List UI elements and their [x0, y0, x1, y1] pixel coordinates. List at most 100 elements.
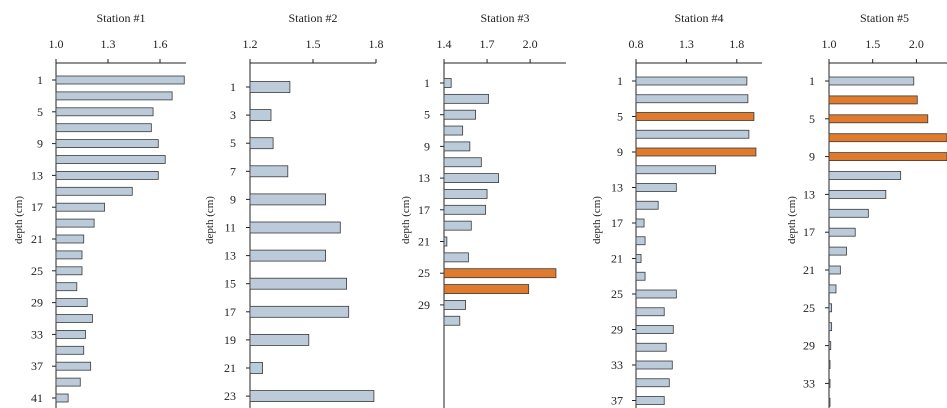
station-1-bar	[55, 202, 105, 212]
station-1-bar	[55, 393, 69, 403]
station-4-bar	[635, 289, 677, 299]
station-2-x-tick-label: 1.8	[369, 37, 384, 51]
station-4-bar	[635, 76, 748, 86]
station-2-depth-tick-label: 21	[224, 361, 236, 375]
station-4-x-tick-label: 1.3	[679, 37, 694, 51]
station-3-bar	[443, 78, 452, 88]
station-3-depth-tick-label: 1	[424, 76, 430, 90]
station-2-y-axis-label: depth (cm)	[204, 196, 216, 244]
station-4-x-tick-label: 0.8	[629, 37, 644, 51]
station-1-bar	[55, 218, 95, 228]
station-1-bar	[55, 139, 159, 149]
station-1-bar	[55, 123, 152, 133]
station-5-bar	[828, 189, 887, 199]
station-3-bar	[443, 236, 448, 247]
station-1-bar	[55, 155, 166, 164]
station-5-bar	[828, 114, 929, 124]
station-4-depth-tick-label: 33	[611, 358, 623, 372]
station-1-bar	[55, 314, 93, 323]
station-4-bar	[635, 129, 750, 139]
station-2-x-tick-label: 1.5	[306, 37, 321, 51]
station-1-x-tick-label: 1.6	[153, 37, 168, 51]
station-1-depth-tick-label: 9	[37, 137, 43, 151]
station-2-depth-tick-label: 15	[224, 277, 236, 291]
station-3-depth-tick-label: 5	[424, 108, 430, 122]
station-1-bar	[55, 298, 88, 308]
station-1-depth-tick-label: 5	[37, 105, 43, 119]
station-5-y-axis-label: depth (cm)	[786, 196, 798, 244]
station-4-bar	[635, 94, 749, 104]
station-1-y-axis-label: depth (cm)	[13, 196, 25, 244]
station-2-bar	[249, 81, 291, 93]
station-1-bar	[55, 250, 83, 260]
station-2-depth-tick-label: 1	[230, 80, 236, 94]
station-3-bar	[443, 125, 464, 136]
station-1-bar	[55, 107, 154, 117]
station-5-bar	[828, 76, 915, 86]
station-4-x-tick-label: 1.8	[729, 37, 744, 51]
station-1-depth-tick-label: 13	[31, 168, 43, 182]
station-2-bar	[249, 305, 350, 318]
station-5-depth-tick-label: 1	[809, 74, 815, 88]
station-4-bar	[635, 396, 665, 405]
station-2-title: Station #2	[288, 11, 337, 25]
station-4-bar	[635, 271, 646, 281]
station-5-depth-tick-label: 33	[803, 376, 815, 390]
station-1-bar	[55, 234, 85, 244]
station-1-x-tick-label: 1.0	[49, 37, 64, 51]
station-2-bar	[249, 333, 310, 346]
station-3-x-tick-label: 2.0	[523, 37, 538, 51]
station-4-depth-tick-label: 9	[617, 145, 623, 159]
station-2-bar	[249, 277, 347, 290]
station-3-bar	[443, 220, 472, 231]
station-5-depth-tick-label: 25	[803, 301, 815, 315]
station-5-bar	[828, 284, 837, 294]
station-2-bar	[249, 165, 289, 178]
station-3-bar	[443, 284, 530, 294]
station-5-bar	[828, 246, 847, 256]
station-1-depth-tick-label: 17	[31, 200, 43, 214]
station-5-depth-tick-label: 29	[803, 339, 815, 353]
station-1-x-tick-label: 1.3	[101, 37, 116, 51]
station-4-depth-tick-label: 17	[611, 216, 623, 230]
station-5-bar	[828, 360, 831, 369]
station-1-title: Station #1	[96, 11, 145, 25]
station-2-depth-tick-label: 5	[230, 136, 236, 150]
station-1-depth-tick-label: 21	[31, 232, 43, 246]
station-4-depth-tick-label: 1	[617, 74, 623, 88]
station-1-bar	[55, 377, 81, 387]
station-3-bar	[443, 157, 482, 168]
station-3-bar	[443, 173, 499, 184]
station-5-bar	[828, 152, 947, 162]
station-3-y-axis-label: depth (cm)	[400, 196, 412, 244]
station-4-y-axis-label: depth (cm)	[591, 196, 603, 244]
station-1-depth-tick-label: 1	[37, 73, 43, 87]
station-3-bar	[443, 189, 488, 199]
station-3-depth-tick-label: 13	[418, 171, 430, 185]
station-5-bar	[828, 378, 831, 388]
station-1-bar	[55, 266, 83, 276]
station-3-bar	[443, 315, 461, 326]
station-3-title: Station #3	[480, 11, 529, 25]
station-4-depth-tick-label: 25	[611, 287, 623, 301]
station-1-bar	[55, 345, 85, 355]
station-2-bar	[249, 137, 274, 150]
station-3-depth-tick-label: 25	[418, 266, 430, 280]
station-4-depth-tick-label: 21	[611, 252, 623, 266]
station-5-x-tick-label: 2.0	[909, 37, 924, 51]
station-2-depth-tick-label: 9	[230, 192, 236, 206]
station-3-bar	[443, 204, 487, 215]
station-4-depth-tick-label: 37	[611, 394, 623, 408]
station-5-bar	[828, 265, 841, 275]
station-2-bar	[249, 390, 375, 403]
station-2-depth-tick-label: 3	[230, 108, 236, 122]
station-5-bar	[828, 397, 831, 407]
station-5-bar	[828, 208, 869, 218]
station-1-bar	[55, 75, 185, 85]
station-5-depth-tick-label: 5	[809, 112, 815, 126]
station-3-depth-tick-label: 17	[418, 203, 430, 217]
station-2-depth-tick-label: 19	[224, 333, 236, 347]
station-4-depth-tick-label: 5	[617, 110, 623, 124]
station-5-bar	[828, 95, 918, 105]
station-1-depth-tick-label: 41	[31, 391, 43, 405]
